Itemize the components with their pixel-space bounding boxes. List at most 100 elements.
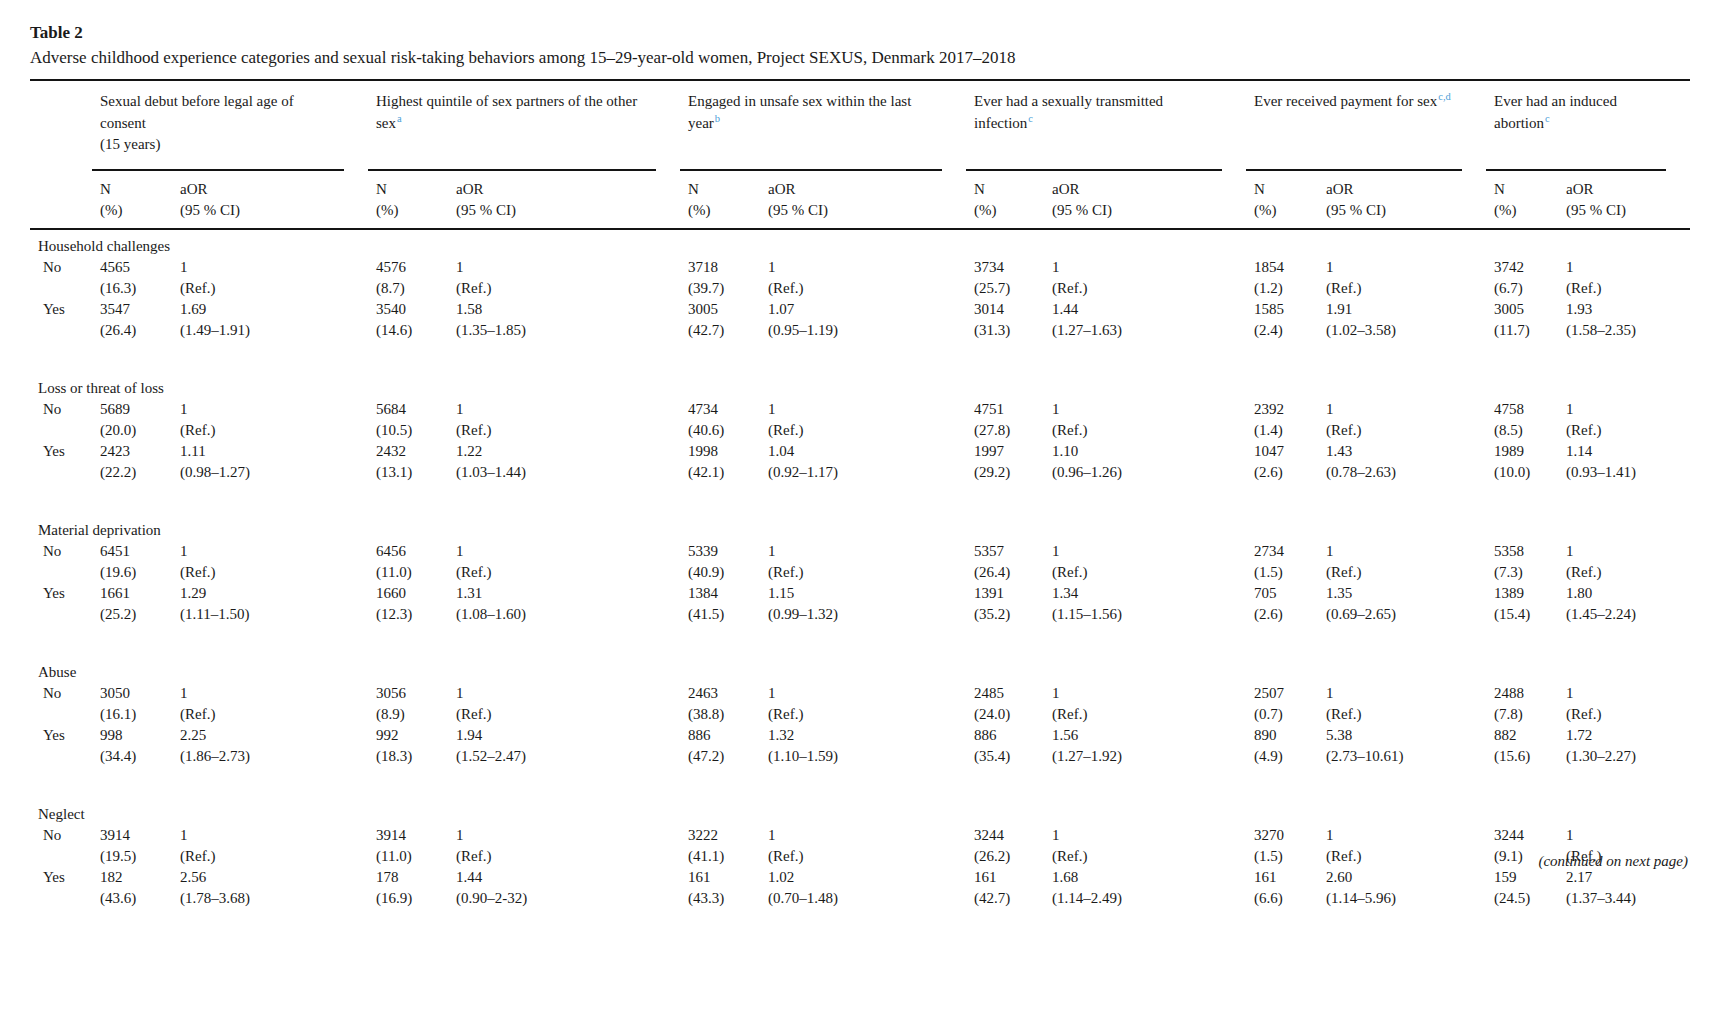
n-cell: 6451(19.6) bbox=[92, 541, 172, 583]
n-cell: 3742(6.7) bbox=[1486, 257, 1558, 299]
n-cell: 3734(25.7) bbox=[966, 257, 1044, 299]
n-cell: 3222(41.1) bbox=[680, 825, 760, 867]
subheader-n: N(%) bbox=[92, 171, 172, 229]
aor-cell: 1.32(1.10–1.59) bbox=[760, 725, 966, 767]
n-cell: 1585(2.4) bbox=[1246, 299, 1318, 341]
paper-page: Table 2 Adverse childhood experience cat… bbox=[0, 0, 1720, 1016]
footnote-marker: b bbox=[715, 113, 720, 124]
n-cell: 3270(1.5) bbox=[1246, 825, 1318, 867]
table-label: Table 2 bbox=[30, 20, 1690, 45]
aor-cell: 1(Ref.) bbox=[1044, 825, 1246, 867]
row-label: No bbox=[30, 399, 92, 441]
group-header-row: Material deprivation bbox=[30, 514, 1690, 541]
footnote-marker: c bbox=[1028, 113, 1033, 124]
table-row: No3050(16.1)1(Ref.)3056(8.9)1(Ref.)2463(… bbox=[30, 683, 1690, 725]
row-label: No bbox=[30, 257, 92, 299]
row-label: No bbox=[30, 541, 92, 583]
row-label: Yes bbox=[30, 583, 92, 625]
n-cell: 992(18.3) bbox=[368, 725, 448, 767]
aor-cell: 1(Ref.) bbox=[1044, 683, 1246, 725]
subheader-n: N(%) bbox=[680, 171, 760, 229]
group-label: Loss or threat of loss bbox=[30, 372, 1690, 399]
table-row: No3914(19.5)1(Ref.)3914(11.0)1(Ref.)3222… bbox=[30, 825, 1690, 867]
aor-cell: 1.14(0.93–1.41) bbox=[1558, 441, 1690, 483]
colgroup-subtitle: (15 years) bbox=[100, 134, 342, 156]
aor-cell: 1(Ref.) bbox=[760, 399, 966, 441]
subheader-aor: aOR(95 % CI) bbox=[448, 171, 680, 229]
n-cell: 4565(16.3) bbox=[92, 257, 172, 299]
n-cell: 2463(38.8) bbox=[680, 683, 760, 725]
aor-cell: 2.25(1.86–2.73) bbox=[172, 725, 368, 767]
ace-risk-table: Sexual debut before legal age of consent… bbox=[30, 79, 1690, 909]
table-row: No6451(19.6)1(Ref.)6456(11.0)1(Ref.)5339… bbox=[30, 541, 1690, 583]
colgroup-title: Highest quintile of sex partners of the … bbox=[376, 93, 637, 131]
n-cell: 1384(41.5) bbox=[680, 583, 760, 625]
n-cell: 3914(11.0) bbox=[368, 825, 448, 867]
colgroup-underline bbox=[1246, 169, 1462, 171]
aor-cell: 1.44(0.90–2-32) bbox=[448, 867, 680, 909]
colgroup-underline bbox=[1486, 169, 1666, 171]
n-cell: 1989(10.0) bbox=[1486, 441, 1558, 483]
aor-cell: 1(Ref.) bbox=[448, 825, 680, 867]
table-row: No4565(16.3)1(Ref.)4576(8.7)1(Ref.)3718(… bbox=[30, 257, 1690, 299]
n-cell: 161(6.6) bbox=[1246, 867, 1318, 909]
n-cell: 3914(19.5) bbox=[92, 825, 172, 867]
aor-cell: 2.17(1.37–3.44) bbox=[1558, 867, 1690, 909]
aor-cell: 1.35(0.69–2.65) bbox=[1318, 583, 1486, 625]
aor-cell: 1.94(1.52–2.47) bbox=[448, 725, 680, 767]
colgroup-induced-abortion: Ever had an induced abortionc bbox=[1486, 80, 1690, 171]
colgroup-title: Ever had a sexually transmitted infectio… bbox=[974, 93, 1163, 131]
n-cell: 182(43.6) bbox=[92, 867, 172, 909]
aor-cell: 1(Ref.) bbox=[172, 825, 368, 867]
group-spacer bbox=[30, 341, 1690, 372]
n-cell: 705(2.6) bbox=[1246, 583, 1318, 625]
aor-cell: 1(Ref.) bbox=[1318, 825, 1486, 867]
colgroup-underline bbox=[680, 169, 942, 171]
table-row: Yes3547(26.4)1.69(1.49–1.91)3540(14.6)1.… bbox=[30, 299, 1690, 341]
n-cell: 2507(0.7) bbox=[1246, 683, 1318, 725]
n-cell: 3014(31.3) bbox=[966, 299, 1044, 341]
aor-cell: 1(Ref.) bbox=[448, 683, 680, 725]
n-cell: 2734(1.5) bbox=[1246, 541, 1318, 583]
n-cell: 1854(1.2) bbox=[1246, 257, 1318, 299]
continued-note: (continued on next page) bbox=[1538, 853, 1688, 870]
colgroup-payment-for-sex: Ever received payment for sexc,d bbox=[1246, 80, 1486, 171]
footnote-marker: c,d bbox=[1438, 91, 1451, 102]
n-cell: 161(42.7) bbox=[966, 867, 1044, 909]
group-label: Neglect bbox=[30, 798, 1690, 825]
n-cell: 1047(2.6) bbox=[1246, 441, 1318, 483]
n-cell: 890(4.9) bbox=[1246, 725, 1318, 767]
row-label: Yes bbox=[30, 725, 92, 767]
colgroup-underline bbox=[966, 169, 1222, 171]
n-cell: 2432(13.1) bbox=[368, 441, 448, 483]
subheader-n: N(%) bbox=[368, 171, 448, 229]
group-header-row: Loss or threat of loss bbox=[30, 372, 1690, 399]
aor-cell: 1.80(1.45–2.24) bbox=[1558, 583, 1690, 625]
table-caption: Adverse childhood experience categories … bbox=[30, 45, 1690, 70]
aor-cell: 1.29(1.11–1.50) bbox=[172, 583, 368, 625]
row-label: Yes bbox=[30, 867, 92, 909]
aor-cell: 1(Ref.) bbox=[448, 541, 680, 583]
n-cell: 3005(11.7) bbox=[1486, 299, 1558, 341]
n-cell: 886(47.2) bbox=[680, 725, 760, 767]
subheader-aor: aOR(95 % CI) bbox=[1044, 171, 1246, 229]
n-cell: 3547(26.4) bbox=[92, 299, 172, 341]
aor-cell: 1(Ref.) bbox=[1044, 257, 1246, 299]
aor-cell: 1(Ref.) bbox=[1044, 541, 1246, 583]
row-label: No bbox=[30, 683, 92, 725]
n-cell: 4751(27.8) bbox=[966, 399, 1044, 441]
aor-cell: 1(Ref.) bbox=[172, 257, 368, 299]
aor-cell: 1.44(1.27–1.63) bbox=[1044, 299, 1246, 341]
n-cell: 1660(12.3) bbox=[368, 583, 448, 625]
aor-cell: 1(Ref.) bbox=[760, 825, 966, 867]
aor-cell: 1(Ref.) bbox=[760, 683, 966, 725]
aor-cell: 1(Ref.) bbox=[1318, 399, 1486, 441]
aor-cell: 1.10(0.96–1.26) bbox=[1044, 441, 1246, 483]
n-cell: 5684(10.5) bbox=[368, 399, 448, 441]
aor-cell: 5.38(2.73–10.61) bbox=[1318, 725, 1486, 767]
aor-cell: 1.11(0.98–1.27) bbox=[172, 441, 368, 483]
aor-cell: 1.56(1.27–1.92) bbox=[1044, 725, 1246, 767]
n-cell: 1997(29.2) bbox=[966, 441, 1044, 483]
group-label: Material deprivation bbox=[30, 514, 1690, 541]
group-spacer bbox=[30, 483, 1690, 514]
